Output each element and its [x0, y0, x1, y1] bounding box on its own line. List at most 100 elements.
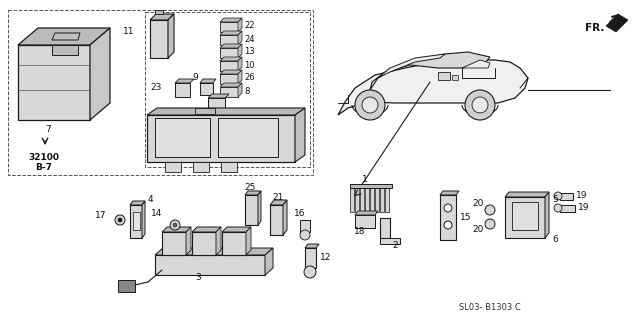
Polygon shape — [295, 108, 305, 162]
Polygon shape — [440, 191, 459, 195]
Polygon shape — [452, 75, 458, 80]
Polygon shape — [150, 14, 174, 20]
Polygon shape — [18, 45, 90, 120]
Polygon shape — [606, 14, 628, 32]
Text: 22: 22 — [244, 22, 255, 30]
Polygon shape — [265, 248, 273, 275]
Text: 20: 20 — [472, 225, 484, 235]
Polygon shape — [192, 227, 221, 232]
Polygon shape — [238, 57, 242, 71]
Circle shape — [444, 221, 452, 229]
Polygon shape — [300, 220, 310, 232]
Text: 19: 19 — [578, 204, 589, 212]
Polygon shape — [52, 45, 78, 55]
Polygon shape — [238, 83, 242, 97]
Text: 11: 11 — [122, 28, 134, 36]
Polygon shape — [380, 218, 390, 238]
Polygon shape — [238, 70, 242, 84]
Text: 15: 15 — [460, 214, 472, 223]
Polygon shape — [380, 238, 400, 244]
Polygon shape — [220, 48, 238, 58]
Polygon shape — [245, 195, 258, 225]
Polygon shape — [355, 215, 375, 228]
Text: 17: 17 — [95, 210, 106, 219]
Text: 9: 9 — [192, 74, 198, 82]
Polygon shape — [18, 28, 110, 45]
Polygon shape — [370, 188, 374, 212]
Text: 8: 8 — [244, 87, 250, 95]
Polygon shape — [147, 108, 305, 115]
Polygon shape — [440, 195, 456, 240]
Polygon shape — [155, 118, 210, 157]
Polygon shape — [220, 18, 242, 22]
Polygon shape — [220, 31, 242, 35]
Bar — [8, 10, 313, 175]
Polygon shape — [355, 211, 378, 215]
Text: 2: 2 — [392, 241, 397, 249]
Text: 3: 3 — [195, 274, 201, 282]
Circle shape — [444, 204, 452, 212]
Circle shape — [465, 90, 495, 120]
Polygon shape — [216, 227, 221, 255]
Polygon shape — [220, 22, 238, 32]
Polygon shape — [246, 227, 251, 255]
Circle shape — [115, 215, 125, 225]
Text: 13: 13 — [244, 48, 255, 56]
Polygon shape — [462, 60, 490, 68]
Polygon shape — [375, 188, 379, 212]
Text: 4: 4 — [148, 196, 154, 204]
Text: SL03- B1303 C: SL03- B1303 C — [459, 303, 521, 313]
Polygon shape — [175, 83, 190, 97]
Circle shape — [485, 205, 495, 215]
Text: 12: 12 — [320, 254, 332, 262]
Text: 7: 7 — [45, 126, 51, 134]
Polygon shape — [505, 192, 549, 197]
Text: 26: 26 — [244, 74, 255, 82]
Polygon shape — [238, 31, 242, 45]
Polygon shape — [155, 255, 265, 275]
Polygon shape — [560, 205, 575, 212]
Polygon shape — [165, 162, 181, 172]
Polygon shape — [168, 14, 174, 58]
Polygon shape — [90, 28, 110, 120]
Bar — [145, 12, 310, 167]
Polygon shape — [305, 248, 316, 268]
Polygon shape — [220, 61, 238, 71]
Polygon shape — [365, 188, 369, 212]
Polygon shape — [283, 200, 287, 235]
Polygon shape — [220, 83, 242, 87]
Polygon shape — [52, 33, 80, 40]
Text: 6: 6 — [552, 236, 557, 244]
Polygon shape — [220, 44, 242, 48]
Polygon shape — [200, 83, 213, 95]
Text: 20: 20 — [472, 199, 484, 209]
Bar — [512, 202, 538, 230]
Text: 19: 19 — [576, 191, 588, 200]
Text: 14: 14 — [150, 209, 162, 217]
Polygon shape — [147, 115, 295, 162]
Text: 25: 25 — [244, 184, 256, 192]
Polygon shape — [150, 20, 168, 58]
Polygon shape — [221, 162, 237, 172]
Polygon shape — [350, 188, 354, 212]
Polygon shape — [270, 205, 283, 235]
Text: 23: 23 — [150, 83, 162, 93]
Circle shape — [355, 90, 385, 120]
Text: FR.: FR. — [585, 23, 604, 33]
Polygon shape — [200, 79, 216, 83]
Polygon shape — [370, 52, 490, 90]
Polygon shape — [220, 70, 242, 74]
Polygon shape — [118, 280, 135, 292]
Polygon shape — [220, 87, 238, 97]
Circle shape — [173, 223, 177, 227]
Polygon shape — [155, 10, 163, 14]
Polygon shape — [238, 44, 242, 58]
Polygon shape — [142, 201, 145, 238]
Polygon shape — [270, 200, 287, 205]
Polygon shape — [222, 227, 251, 232]
Polygon shape — [195, 108, 215, 114]
Polygon shape — [162, 232, 186, 255]
Polygon shape — [360, 188, 364, 212]
Polygon shape — [222, 232, 246, 255]
Polygon shape — [192, 232, 216, 255]
